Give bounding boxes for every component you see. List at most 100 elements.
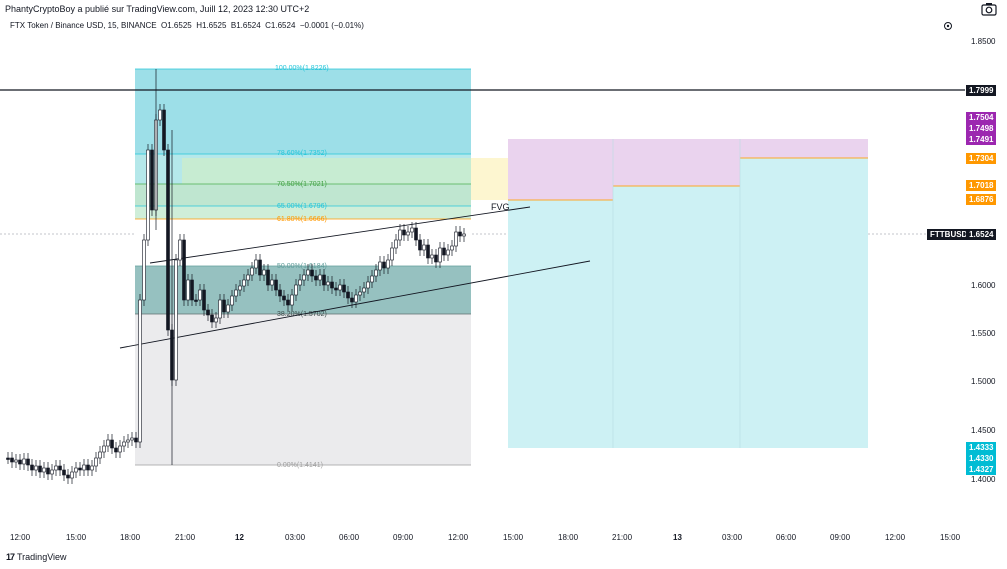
time-tick: 15:00 xyxy=(66,533,87,542)
time-tick: 12 xyxy=(235,533,244,542)
candle xyxy=(242,279,246,287)
candle xyxy=(346,291,350,299)
fib-label-65: 65.00%(1.6796) xyxy=(277,203,327,210)
candle xyxy=(450,245,454,251)
candle xyxy=(366,281,370,289)
candle xyxy=(238,285,242,291)
time-tick: 12:00 xyxy=(885,533,906,542)
price-tick: 1.4000 xyxy=(971,475,996,484)
current-price-tag: 1.6524 xyxy=(966,229,997,240)
channel-upper-line[interactable] xyxy=(149,206,531,264)
candle xyxy=(66,474,70,479)
candle xyxy=(458,231,462,237)
candle xyxy=(18,459,22,465)
fib-label-100: 100.00%(1.8226) xyxy=(275,65,329,72)
candle xyxy=(62,469,66,476)
candle xyxy=(10,457,14,463)
brand-name[interactable]: TradingView xyxy=(17,552,67,562)
candle xyxy=(274,279,278,291)
candle xyxy=(298,279,302,286)
price-axis[interactable]: 1.8500 1.6000 1.5500 1.5000 1.4500 1.400… xyxy=(971,37,996,484)
candle xyxy=(254,259,258,269)
symbol-title[interactable]: FTX Token / Binance USD, 15, BINANCE xyxy=(10,21,157,30)
fib-label-0: 0.00%(1.4141) xyxy=(277,462,323,469)
candle xyxy=(146,149,150,241)
candle xyxy=(142,239,146,301)
time-tick: 06:00 xyxy=(339,533,360,542)
footer: 17 TradingView xyxy=(6,552,67,562)
candle xyxy=(410,227,414,233)
fib-retracement[interactable]: 100.00%(1.8226) 78.60%(1.7352) 70.50%(1.… xyxy=(135,65,508,469)
fib-zone-top xyxy=(135,69,471,154)
candle xyxy=(42,467,46,473)
time-tick: 12:00 xyxy=(448,533,469,542)
purple-price-tag: 1.7498 xyxy=(966,123,997,134)
time-axis[interactable]: 12:00 15:00 18:00 21:00 12 03:00 06:00 0… xyxy=(10,533,961,542)
candle xyxy=(294,284,298,296)
teal-price-tag: 1.4333 xyxy=(966,442,997,453)
candle xyxy=(434,254,438,263)
candle xyxy=(226,304,230,313)
candle xyxy=(90,465,94,471)
candle xyxy=(110,439,114,449)
time-tick: 15:00 xyxy=(940,533,961,542)
candle xyxy=(82,464,86,471)
candle xyxy=(190,279,194,301)
candle xyxy=(330,281,334,289)
candle xyxy=(54,465,58,471)
fib-zone-705-green xyxy=(182,158,471,184)
candle xyxy=(134,437,138,443)
projection-boxes[interactable] xyxy=(508,139,868,448)
symbol-tag: FTTBUSD xyxy=(927,229,971,240)
candle xyxy=(310,269,314,277)
candle xyxy=(302,274,306,281)
candle xyxy=(258,259,262,276)
candle xyxy=(118,445,122,453)
tradingview-logo-icon[interactable]: 17 xyxy=(6,552,15,562)
candle xyxy=(178,239,182,261)
time-tick: 21:00 xyxy=(175,533,196,542)
price-tick: 1.5500 xyxy=(971,329,996,338)
orange-price-tag: 1.7304 xyxy=(966,153,997,164)
time-tick: 03:00 xyxy=(722,533,743,542)
candle xyxy=(218,299,222,319)
fib-zone-618 xyxy=(135,219,471,266)
candle xyxy=(418,239,422,251)
candle xyxy=(278,289,282,297)
candle xyxy=(306,269,310,276)
candle xyxy=(382,261,386,269)
ohlc-open: O1.6525 xyxy=(161,21,192,30)
candle xyxy=(34,465,38,471)
fib-label-618: 61.80%(1.6666) xyxy=(277,216,327,223)
candle xyxy=(94,457,98,467)
candle xyxy=(230,295,234,306)
purple-price-tag: 1.7491 xyxy=(966,134,997,145)
candle xyxy=(438,247,442,263)
time-tick: 09:00 xyxy=(830,533,851,542)
teal-price-tag: 1.4330 xyxy=(966,453,997,464)
candle xyxy=(446,249,450,256)
settings-gear-icon[interactable] xyxy=(942,20,954,32)
candle xyxy=(422,244,426,251)
candle xyxy=(98,451,102,459)
candle xyxy=(262,269,266,276)
candle xyxy=(166,149,170,331)
candle xyxy=(398,229,402,241)
fib-label-50: 50.00%(1.6184) xyxy=(277,263,327,270)
candle xyxy=(402,229,406,236)
candle xyxy=(406,231,410,236)
camera-icon[interactable] xyxy=(981,2,997,16)
candle xyxy=(86,464,90,471)
candle xyxy=(126,439,130,443)
price-tick: 1.8500 xyxy=(971,37,996,46)
time-tick: 06:00 xyxy=(776,533,797,542)
candle xyxy=(362,287,366,293)
publish-credit: PhantyCryptoBoy a publié sur TradingView… xyxy=(5,4,310,14)
candle xyxy=(414,227,418,241)
candle xyxy=(150,149,154,211)
channel-lower-line[interactable] xyxy=(119,260,591,349)
fib-zone-65 xyxy=(135,206,471,219)
candle xyxy=(78,467,82,471)
candle xyxy=(290,294,294,306)
